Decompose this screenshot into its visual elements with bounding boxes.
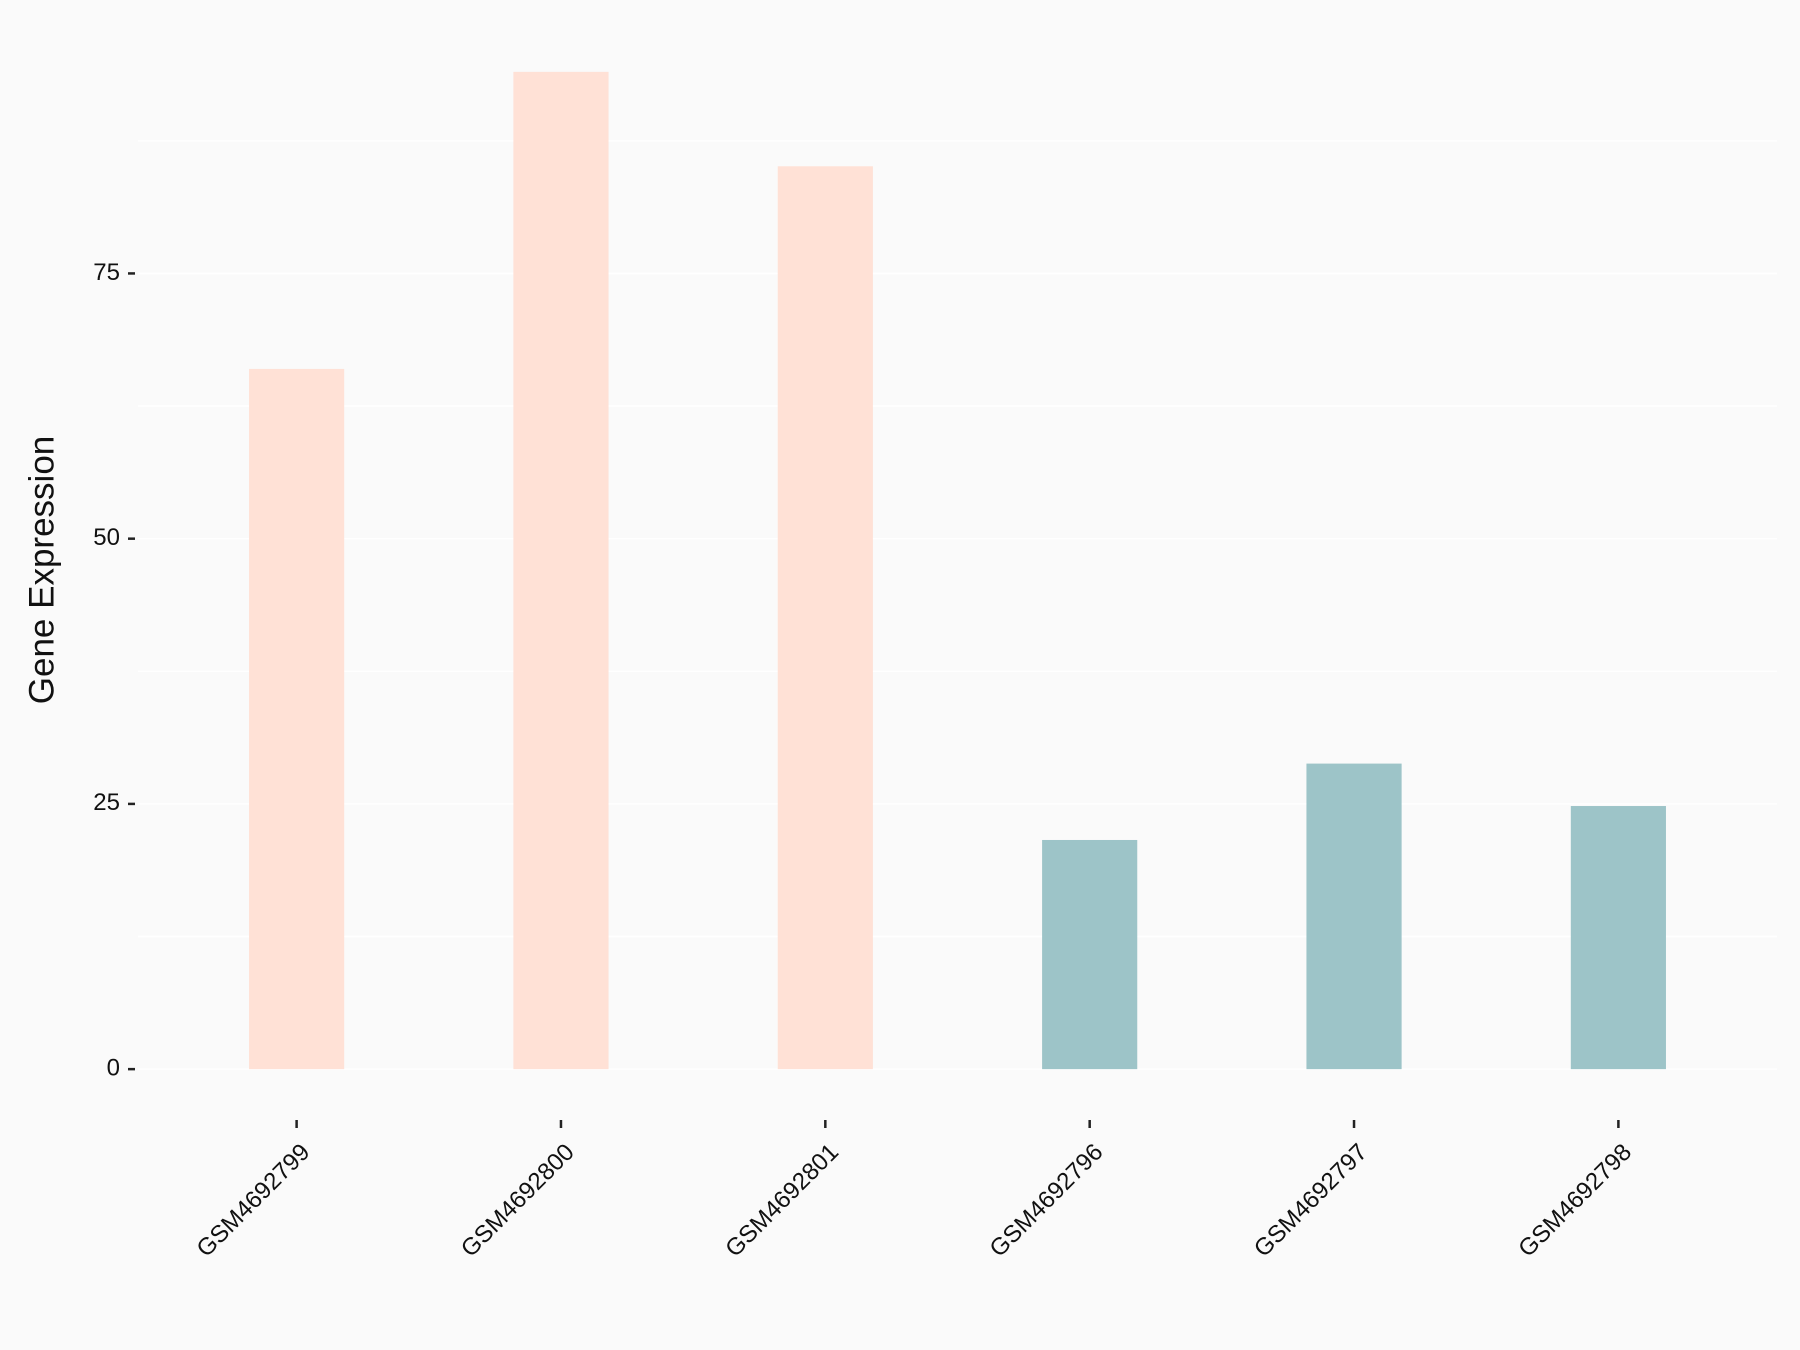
y-axis-title: Gene Expression bbox=[22, 436, 61, 704]
y-tick-label: 75 bbox=[93, 259, 120, 286]
y-tick-label: 0 bbox=[107, 1054, 120, 1081]
bar bbox=[1042, 839, 1138, 1070]
bar bbox=[1570, 806, 1666, 1070]
bar bbox=[1306, 763, 1402, 1070]
bar bbox=[513, 71, 609, 1070]
y-tick-label: 50 bbox=[93, 524, 120, 551]
bar bbox=[249, 368, 345, 1070]
y-tick-label: 25 bbox=[93, 789, 120, 816]
bar bbox=[777, 166, 873, 1070]
